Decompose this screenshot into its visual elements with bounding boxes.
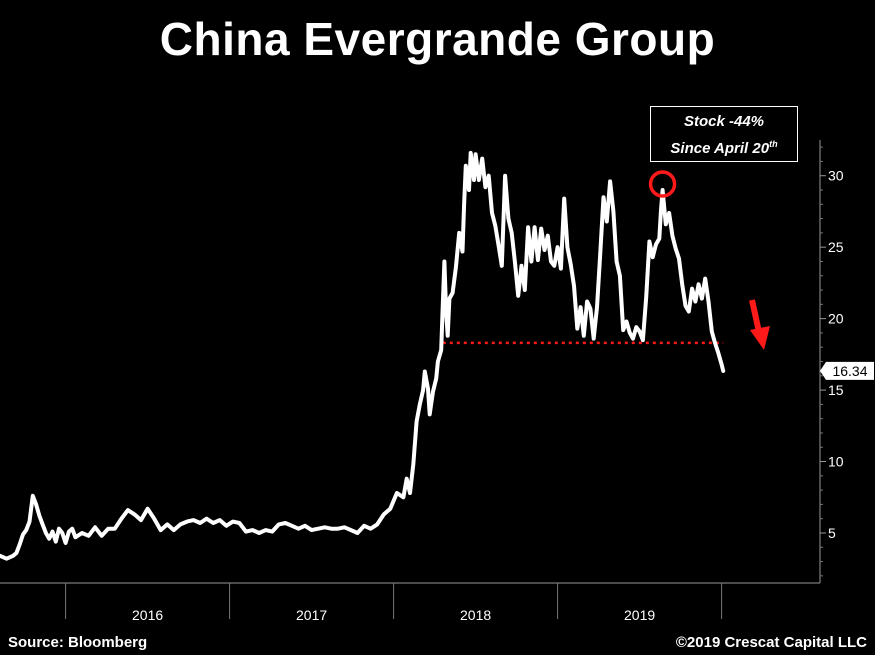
svg-text:16.34: 16.34	[832, 363, 867, 379]
copyright-label: ©2019 Crescat Capital LLC	[675, 634, 867, 651]
y-tick-label: 15	[828, 382, 844, 398]
x-tick-label: 2018	[460, 607, 491, 623]
y-tick-label: 5	[828, 525, 836, 541]
y-axis-ticks: 5 10 15 20 25 30	[820, 146, 844, 577]
page-title: China Evergrande Group	[159, 13, 716, 65]
annotation-line-1: Stock -44%	[683, 113, 765, 130]
x-tick-label: 2019	[624, 607, 655, 623]
annotation-box: Stock -44% Since April 20th	[650, 106, 798, 162]
price-series-line	[0, 150, 726, 561]
x-tick-label: 2017	[296, 607, 327, 623]
x-tick-label: 2016	[132, 607, 163, 623]
y-tick-label: 20	[828, 311, 844, 327]
last-price-tag: 16.34	[820, 361, 874, 380]
peak-marker	[648, 170, 677, 198]
x-axis-ticks: 20152016201720182019	[65, 583, 723, 623]
y-tick-label: 10	[828, 454, 844, 470]
source-label: Source: Bloomberg	[8, 634, 148, 651]
y-tick-label: 30	[828, 168, 844, 184]
y-tick-label: 25	[828, 239, 844, 255]
down-arrow-icon	[749, 299, 770, 350]
annotation-line-2: Since April 20th	[670, 139, 778, 157]
